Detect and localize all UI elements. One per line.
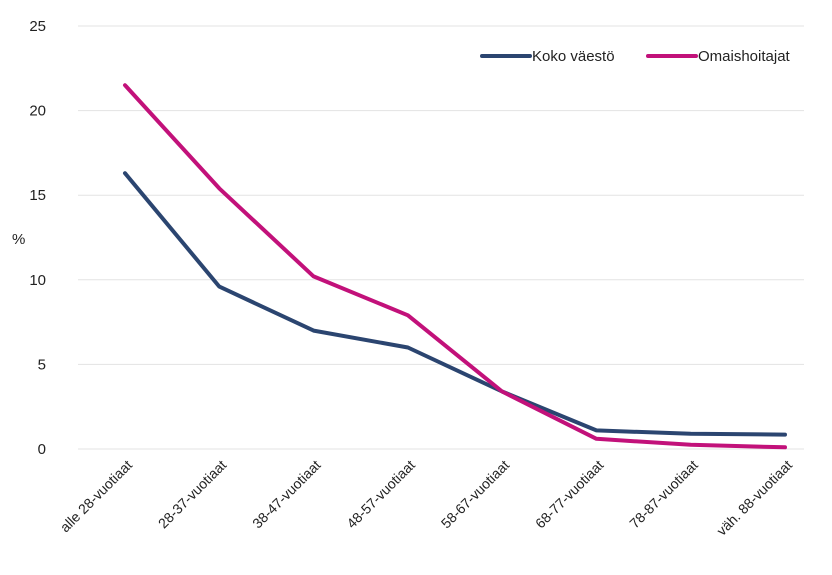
y-tick-label: 10: [29, 272, 46, 289]
y-tick-label: 25: [29, 18, 46, 35]
series-line-2: [123, 83, 787, 450]
y-tick-label: 5: [38, 356, 46, 373]
series-line-1: [123, 171, 787, 437]
y-tick-label: 0: [38, 441, 46, 458]
y-axis-ticks: 0 5 10 15 20 25: [29, 18, 46, 458]
y-tick-label: 20: [29, 103, 46, 120]
x-tick-label: 58-67-vuotiaat: [438, 457, 513, 532]
series: [123, 83, 787, 450]
x-axis-ticks: alle 28-vuotiaat 28-37-vuotiaat 38-47-vuot…: [57, 457, 796, 539]
legend-label-2: Omaishoitajat: [698, 48, 791, 65]
x-tick-label: 38-47-vuotiaat: [249, 457, 324, 532]
x-tick-label: väh. 88-vuotiaat: [713, 457, 795, 539]
gridlines: [78, 25, 804, 450]
x-tick-label: 68-77-vuotiaat: [532, 457, 607, 532]
x-tick-label: 48-57-vuotiaat: [343, 457, 418, 532]
x-tick-label: 28-37-vuotiaat: [155, 457, 230, 532]
x-tick-label: alle 28-vuotiaat: [57, 457, 136, 536]
y-axis-label: %: [12, 231, 25, 248]
legend: Koko väestö Omaishoitajat: [480, 48, 791, 65]
y-tick-label: 15: [29, 187, 46, 204]
x-tick-label: 78-87-vuotiaat: [626, 457, 701, 532]
legend-label-1: Koko väestö: [532, 48, 615, 65]
